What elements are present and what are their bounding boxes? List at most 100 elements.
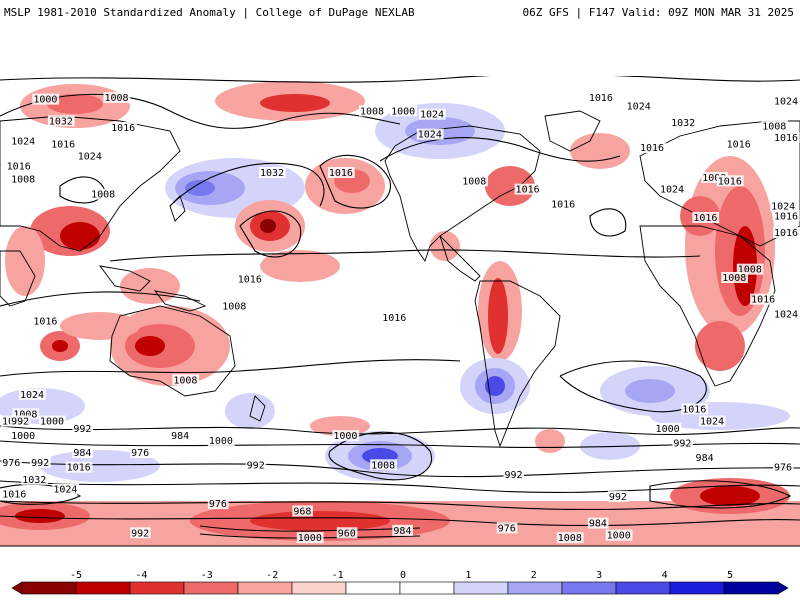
isobar-label: 984 [393,526,411,537]
isobar-label-bg [419,108,446,120]
isobar-label-bg [12,408,40,420]
isobar-label-bg [416,128,444,140]
isobar-label-bg [496,522,518,534]
colorbar-arrow-right [777,581,789,595]
isobar-label-bg [10,135,37,147]
isobar-label: 1000 [656,424,680,435]
colorbar-arrow-left [11,581,23,595]
isobar-label-bg [721,272,749,283]
isobar-label-bg [699,415,726,427]
isobar-label: 1024 [627,101,651,112]
isobar-label: 1008 [13,409,37,420]
isobar-label-bg [207,498,229,510]
isobar-label: 984 [589,519,607,530]
isobar-label-bg [659,183,686,195]
isobar-label-bg [332,430,360,442]
isobar-lines [0,76,800,539]
isobar-label: 992 [609,492,627,503]
isobar-label: 1016 [751,295,775,306]
isobar-label-bg [736,263,764,275]
isobar-labels: 1000 100810161016102410241016100810081008… [1,92,800,544]
isobar-label: 1016 [67,463,91,474]
isobar-label: 1000 [298,533,322,544]
colorbar-cell [291,581,347,595]
isobar-label-bg [10,430,37,442]
isobar-label: 1008 [222,301,246,312]
isobar-label: 1016 [238,275,262,286]
colorbar-tick-label: -1 [332,570,344,581]
isobar-label: 1000 [391,106,415,117]
isobar-label: 1000 [40,417,64,428]
isobar-label: 976 [131,448,149,459]
isobar-label-bg [1,488,29,500]
colorbar-tick-label: 3 [596,570,602,581]
colorbar-cell [453,581,509,595]
isobar-label: 1016 [516,185,540,196]
isobar-label-bg [1,456,22,468]
colorbar-cell [129,581,185,595]
isobar-label: 1016 [718,176,742,187]
isobar-label-bg [47,115,75,127]
isobar-label: 992 [504,470,522,481]
colorbar-tick-label: 4 [662,570,668,581]
colorbar-cell [75,581,131,595]
isobar-label-bg [65,461,93,473]
isobar-label: 1016 [7,161,31,172]
isobar-label: 1000 [11,431,35,442]
isobar-label-bg [670,117,697,128]
anomaly-map: 1000 1008 1016 1016 1024 1024 1016 1008 1008 1008… [0,76,800,558]
isobar-label: 1032 [260,168,284,179]
isobar-label-bg [10,173,37,185]
isobar-label-bg [90,188,117,200]
isobar-label: 1016 [382,313,406,324]
isobar-label-bg [72,447,93,459]
isobar-label-bg [130,447,151,459]
isobar-label-bg [605,529,633,541]
isobar-label-bg [750,293,777,305]
isobar-label-bg [221,300,249,312]
isobar-label: 992 [31,458,49,469]
isobar-label: 992 [131,528,149,539]
isobar-label-bg [681,403,709,415]
colorbar-cell [561,581,617,595]
isobar-label: 1016 [329,168,353,179]
isobar-label: 1016 [111,123,135,134]
isobar-label: 992 [247,460,265,471]
isobar-label: 984 [171,431,189,442]
isobar-label-bg [130,527,151,539]
isobar-label-bg [5,160,33,172]
model-run-info: 06Z GFS | F147 Valid: 09Z MON MAR 31 202… [522,6,794,19]
colorbar-tick-label: -4 [135,570,147,581]
isobar-label-bg [654,422,682,434]
isobar-label: 976 [2,458,20,469]
isobar-label: 1032 [22,475,46,486]
colorbar-cell [345,581,401,595]
isobar-label: 992 [11,417,29,428]
isobar-label: 1016 [774,211,798,222]
isobar-label-bg [550,198,577,210]
isobar-label-bg [207,435,235,446]
colorbar-legend: -5 -4 -3 -2 -1 0 1 2 3 4 5 [11,570,789,595]
isobar-label: 1016 [640,143,664,154]
isobar-label-bg [503,469,525,480]
isobar-label: 1024 [78,151,102,162]
isobar-label-bg [30,456,51,468]
isobar-label-bg [170,430,191,442]
isobar-label-bg [625,100,653,112]
isobar-label: 1000 [607,531,631,542]
isobar-label: 1024 [53,485,77,496]
isobar-label: 1016 [774,133,798,144]
colorbar-tick-label: -5 [70,570,82,581]
isobar-label: 984 [696,453,714,464]
isobar-label-bg [32,315,60,327]
isobar-label-bg [259,167,286,178]
isobar-label: 1008 [558,533,582,544]
isobar-label-bg [381,312,409,323]
isobar-label: 1016 [33,316,57,327]
isobar-label: 992 [73,424,91,435]
anomaly-shading [0,81,800,558]
isobar-label-bg [773,210,800,222]
colorbar-cell [669,581,725,595]
isobar-label: 1008 [104,93,128,104]
isobar-label-bg [556,532,584,544]
